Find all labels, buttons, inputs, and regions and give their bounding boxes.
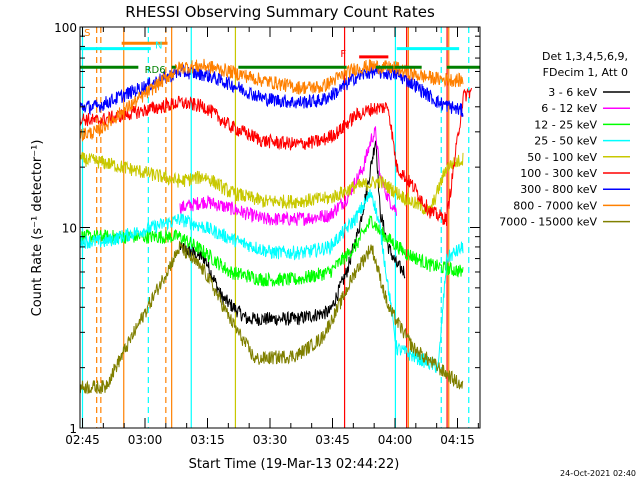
legend-label-25-50-kev: 25 - 50 keV [534, 135, 597, 148]
series-50-100-kev-line [79, 151, 464, 215]
x-tick-label-0345: 03:45 [315, 433, 350, 447]
annotation-p: P [393, 61, 399, 72]
x-axis-label: Start Time (19-Mar-13 02:44:22) [189, 457, 400, 472]
x-tick-label-0300: 03:00 [128, 433, 163, 447]
legend-label-12-25-kev: 12 - 25 keV [534, 118, 597, 131]
y-tick-label-10: 10 [62, 222, 77, 236]
x-tick-label-0400: 04:00 [378, 433, 413, 447]
plot-area: S N RD6 F P 1 10 100 02:45 03:00 03:15 03:30 03:45 04… [54, 21, 481, 447]
legend: 3 - 6 keV 6 - 12 keV 12 - 25 keV 25 - 50 ke… [499, 86, 630, 229]
legend-label-100-300-kev: 100 - 300 keV [520, 167, 597, 180]
legend-label-3-6-kev: 3 - 6 keV [548, 86, 597, 99]
series-100-300-kev-line [79, 87, 472, 226]
series-7000-15000-kev-line [79, 240, 464, 395]
legend-header-detectors: Det 1,3,4,5,6,9, [542, 50, 628, 63]
y-tick-label-1: 1 [69, 422, 77, 436]
footer-date: 24-Oct-2021 02:40 [560, 469, 636, 478]
legend-label-6-12-kev: 6 - 12 keV [541, 102, 597, 115]
legend-header-decimation: FDecim 1, Att 0 [543, 66, 628, 79]
legend-label-800-7000-kev: 800 - 7000 keV [513, 199, 597, 212]
series-3-6-kev-line [179, 140, 406, 326]
series-12-25-kev-line [79, 215, 464, 287]
y-axis-label: Count Rate (s⁻¹ detector⁻¹) [30, 140, 45, 317]
x-tick-label-0330: 03:30 [253, 433, 288, 447]
y-tick-label-100: 100 [54, 21, 77, 35]
chart-title: RHESSI Observing Summary Count Rates [125, 3, 435, 21]
series-800-7000-kev-line [79, 58, 464, 142]
legend-label-50-100-kev: 50 - 100 keV [527, 151, 597, 164]
annotation-n: N [155, 41, 162, 52]
annotation-f: F [340, 49, 346, 60]
x-tick-label-0315: 03:15 [190, 433, 225, 447]
legend-label-7000-15000-kev: 7000 - 15000 keV [499, 216, 597, 229]
legend-label-300-800-kev: 300 - 800 keV [520, 183, 597, 196]
x-tick-label-0245: 02:45 [65, 433, 100, 447]
series-6-12-kev-line [179, 126, 397, 226]
series-25-50-kev-line [79, 189, 464, 374]
annotation-rd6: RD6 [145, 65, 166, 76]
annotation-s: S [84, 28, 90, 39]
x-tick-label-0415: 04:15 [440, 433, 475, 447]
